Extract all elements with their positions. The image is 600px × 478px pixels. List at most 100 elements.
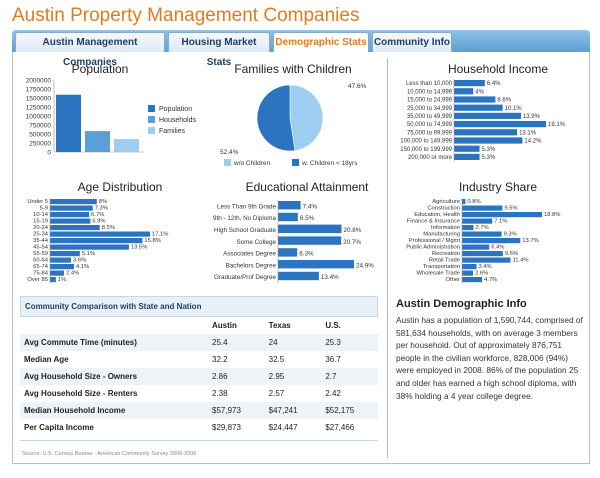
- cell: 32.2: [212, 355, 228, 364]
- bar: [278, 236, 342, 245]
- cell: $52,175: [321, 402, 378, 419]
- bar: [462, 264, 477, 270]
- bar: [462, 270, 474, 276]
- legend-label: w. Children < 18yrs: [301, 160, 358, 167]
- data-label: 13.9%: [523, 114, 541, 120]
- population-bar: [56, 94, 81, 152]
- category-label: 65-74: [33, 264, 49, 270]
- category-label: Over 85: [27, 277, 48, 283]
- demographic-info-text: Austin has a population of 1,590,744, co…: [396, 315, 583, 401]
- bar: [462, 231, 502, 237]
- table-row: Per Capita Income $29,873 $24,447 $27,46…: [20, 419, 378, 436]
- bar: [462, 277, 482, 283]
- category-label: 10,000 to 14,999: [407, 89, 453, 95]
- cell: $29,873: [212, 423, 241, 432]
- population-chart: 2000000 1750000 1500000 1250000 1000000 75000…: [26, 78, 197, 157]
- bar: [454, 112, 521, 119]
- data-label: 7.4%: [303, 203, 318, 210]
- row-label: Median Age: [24, 355, 69, 364]
- category-label: Public Administration: [406, 245, 460, 251]
- category-label: Retail Trade: [429, 258, 460, 264]
- row-label: Avg Household Size - Renters: [24, 389, 138, 398]
- demographic-info-title: Austin Demographic Info: [396, 298, 527, 310]
- column-header: U.S.: [325, 321, 341, 330]
- bar: [454, 96, 496, 103]
- row-label: Avg Household Size - Owners: [20, 368, 208, 385]
- bar: [462, 238, 521, 244]
- tab-community-info[interactable]: Community Info: [372, 32, 452, 52]
- category-label: Associates Degree: [223, 251, 276, 258]
- data-label: 8.5%: [102, 225, 115, 231]
- cell: 2.86: [208, 368, 265, 385]
- tab-management-companies[interactable]: Austin Management Companies: [15, 32, 165, 68]
- category-label: Wholesale Trade: [417, 271, 461, 277]
- data-label: 6.5%: [300, 215, 315, 222]
- legend-label: w/o Children: [233, 160, 271, 167]
- category-label: 10-14: [33, 212, 49, 218]
- families-chart: 47.6% 52.4% w/o Children w. Children < 18yr…: [220, 83, 367, 167]
- category-label: Bachelors Degree: [226, 262, 277, 269]
- y-tick-label: 750000: [29, 123, 51, 130]
- bar: [454, 129, 518, 136]
- age-title: Age Distribution: [77, 180, 163, 194]
- data-label: 14.2%: [524, 139, 542, 145]
- y-tick-label: 1000000: [26, 114, 52, 121]
- cell: $27,466: [325, 423, 355, 432]
- legend-label: Population: [159, 106, 192, 113]
- category-label: 75,000 to 99,999: [407, 130, 453, 136]
- category-label: Agriculture: [432, 199, 460, 205]
- y-tick-label: 1750000: [26, 87, 52, 94]
- tab-demographic-stats[interactable]: Demographic Stats: [273, 32, 369, 52]
- household-income-chart: Less than 10,000 6.4% 10,000 to 14,999 4% 15…: [400, 79, 566, 162]
- bar: [462, 225, 474, 231]
- bar: [454, 88, 474, 95]
- bar: [50, 212, 90, 218]
- comparison-heading: Community Comparison with State and Nati…: [20, 296, 378, 317]
- y-tick-label: 2000000: [26, 78, 52, 85]
- bar: [50, 277, 56, 283]
- comparison-table: Community Comparison with State and Nati…: [20, 296, 378, 436]
- data-label: 19.1%: [548, 122, 566, 128]
- data-label: 2.7%: [475, 225, 488, 231]
- education-title: Educational Attainment: [245, 180, 369, 194]
- table-row: Avg Commute Time (minutes) 25.4 24 25.3: [20, 334, 378, 351]
- tab-bar: Austin Management Companies Housing Mark…: [12, 30, 590, 68]
- data-label: 13.7%: [522, 238, 538, 244]
- household-income-title: Household Income: [447, 62, 549, 76]
- bar: [278, 224, 342, 233]
- families-title: Families with Children: [234, 62, 352, 76]
- category-label: Professional / Mgmt: [409, 238, 461, 244]
- column-header: Austin: [212, 321, 237, 330]
- cell: 36.7: [325, 355, 341, 364]
- data-label: 9.5%: [504, 206, 517, 212]
- category-label: 35,000 to 49,999: [407, 114, 453, 120]
- row-label-header: [20, 317, 208, 334]
- data-label: 2.4%: [66, 271, 79, 277]
- bar: [462, 257, 511, 263]
- data-label: 11.4%: [513, 258, 529, 264]
- cell: 2.57: [268, 389, 285, 398]
- bar: [50, 270, 65, 276]
- legend-swatch: [224, 159, 231, 166]
- tab-housing-market[interactable]: Housing Market Stats: [168, 32, 270, 68]
- source-note: Source: U.S. Census Bureau - American Co…: [22, 451, 197, 457]
- category-label: Under 5: [27, 199, 48, 205]
- bar: [462, 212, 542, 218]
- data-label: 18.8%: [544, 212, 560, 218]
- data-label: 13.5%: [131, 245, 147, 251]
- data-label: 6.3%: [299, 251, 314, 258]
- category-label: 100,000 to 149,999: [400, 139, 452, 145]
- education-chart: Less Than 9th Grade 7.4% 9th - 12th, No Di…: [213, 200, 374, 284]
- data-label: 10.1%: [505, 106, 523, 112]
- cell: 32.5: [268, 355, 285, 364]
- pie-slice: [256, 84, 296, 152]
- category-label: 200,000 or more: [408, 155, 453, 161]
- data-label: 7.1%: [494, 219, 507, 225]
- cell: 24: [264, 334, 322, 351]
- category-label: Information: [431, 225, 460, 231]
- content-panel: [12, 52, 590, 464]
- y-tick-label: 0: [47, 150, 51, 157]
- data-label: 13.4%: [321, 274, 339, 281]
- cell: 2.38: [212, 389, 228, 398]
- y-tick-label: 250000: [29, 141, 51, 148]
